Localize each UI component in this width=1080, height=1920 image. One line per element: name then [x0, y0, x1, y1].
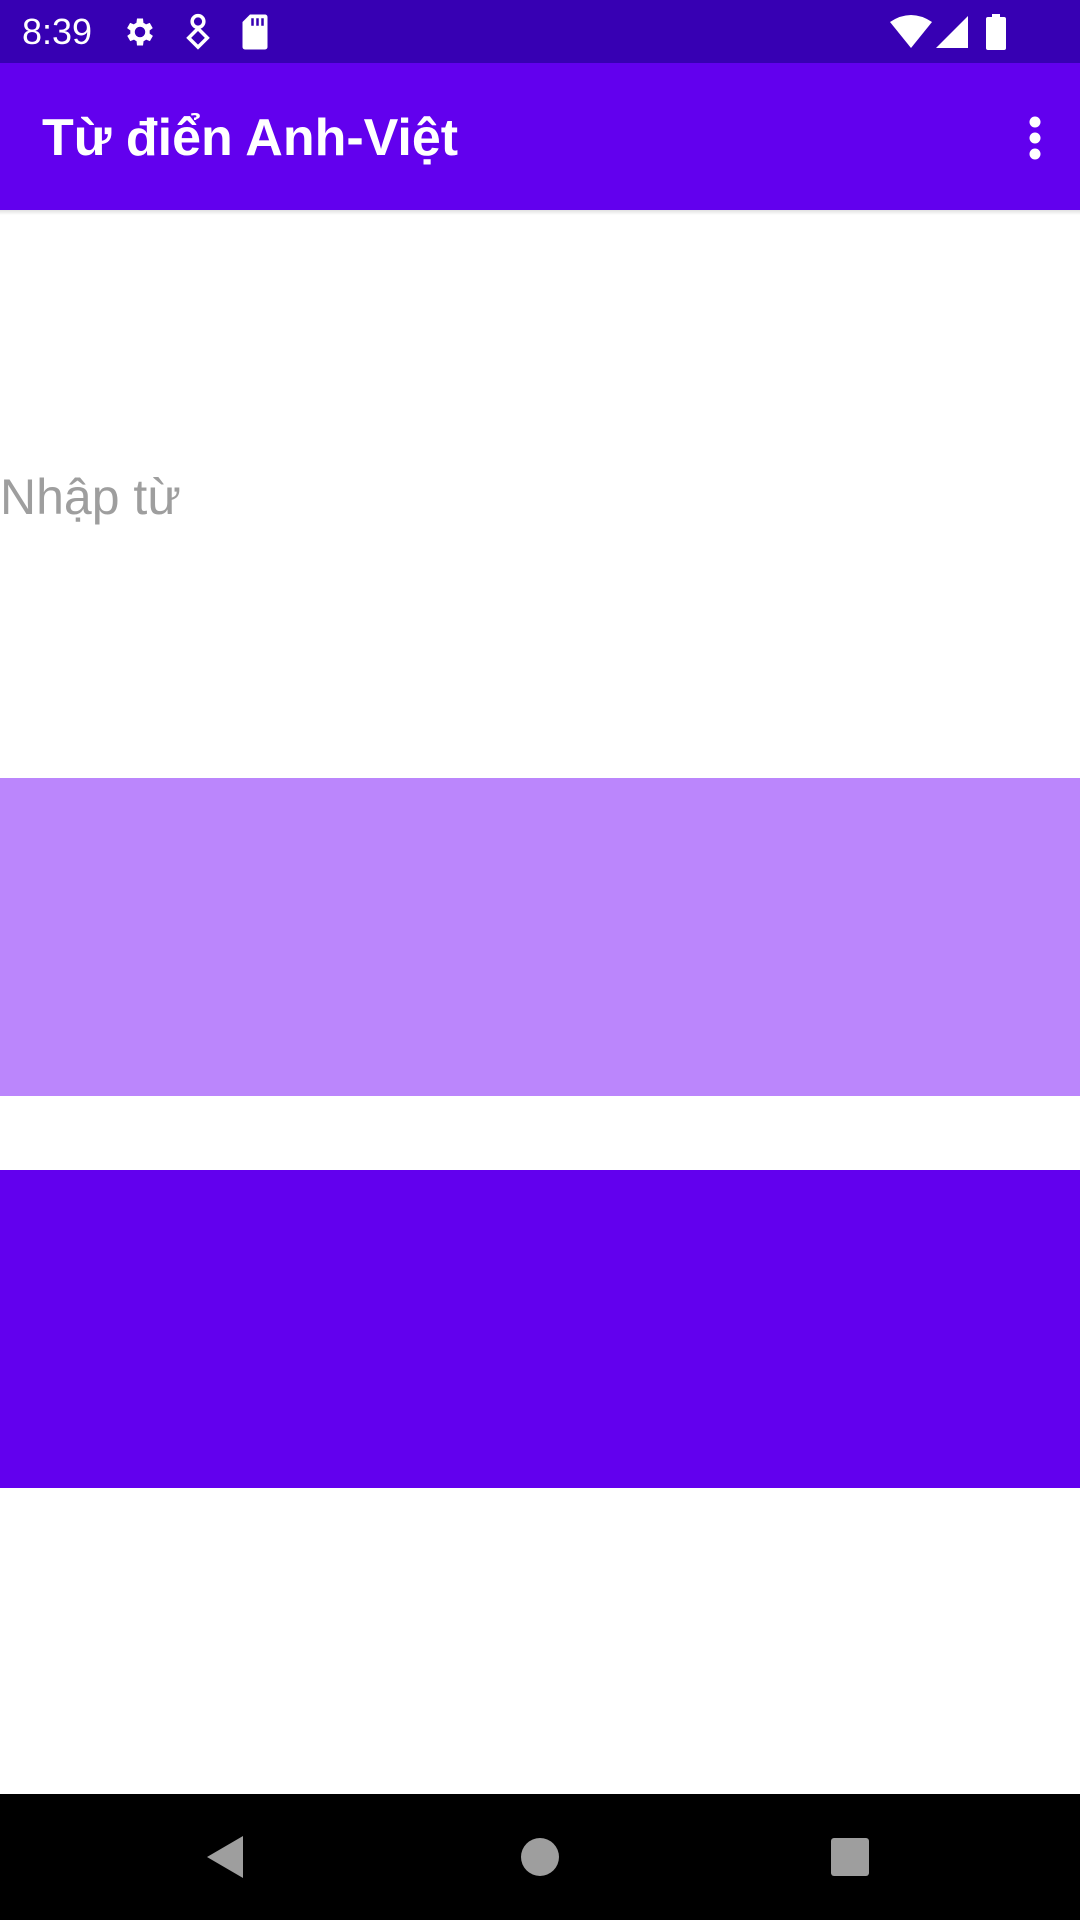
location-pin-icon: [184, 12, 212, 52]
app-bar-shadow: [0, 210, 1080, 215]
navigation-bar: [0, 1794, 1080, 1920]
more-vert-icon: [1029, 116, 1041, 160]
overflow-menu-button[interactable]: [990, 93, 1080, 183]
wifi-icon: [890, 12, 932, 52]
battery-icon: [985, 12, 1007, 52]
sd-card-icon: [240, 12, 270, 52]
status-time: 8:39: [22, 11, 93, 52]
gear-icon: [122, 12, 158, 52]
back-button[interactable]: [175, 1807, 275, 1907]
recents-square-icon: [831, 1838, 869, 1876]
word-input[interactable]: [0, 215, 1080, 778]
page-title: Từ điển Anh-Việt: [42, 109, 459, 167]
lookup-button-light[interactable]: [0, 778, 1080, 1096]
home-circle-icon: [521, 1838, 559, 1876]
lookup-button-dark[interactable]: [0, 1170, 1080, 1488]
home-button[interactable]: [490, 1807, 590, 1907]
recents-button[interactable]: [800, 1807, 900, 1907]
back-triangle-icon: [207, 1836, 243, 1878]
status-bar: 8:39: [0, 0, 1080, 63]
cell-signal-icon: [934, 12, 968, 52]
app-bar: Từ điển Anh-Việt: [0, 63, 1080, 210]
